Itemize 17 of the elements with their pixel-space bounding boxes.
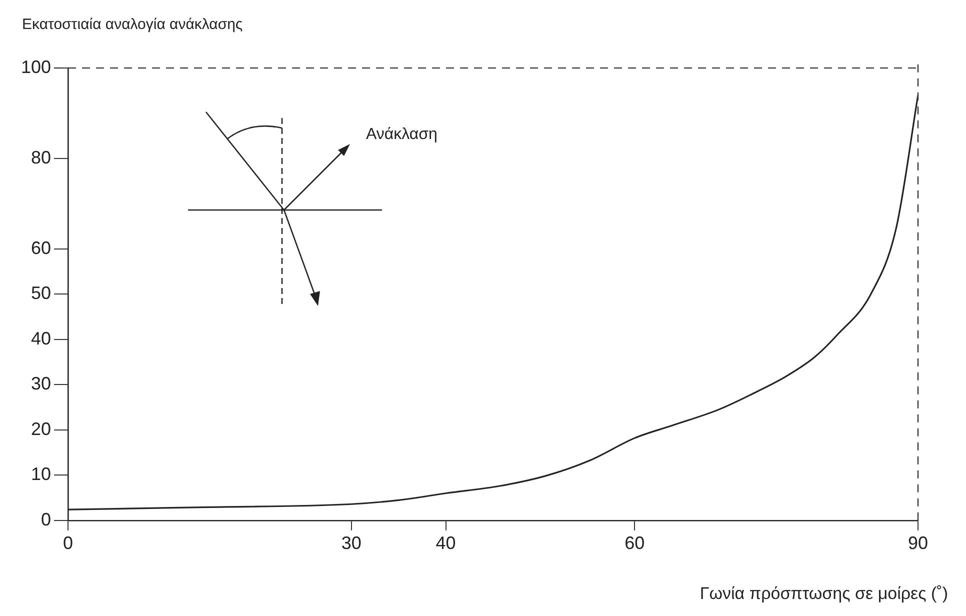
y-tick-label: 80 <box>31 147 52 168</box>
x-tick-label: 60 <box>624 533 645 554</box>
annotation: Ανάκλαση <box>366 126 438 144</box>
y-tick-label: 40 <box>31 328 52 348</box>
x-tick-label: 90 <box>908 533 928 554</box>
y-tick-label: 10 <box>31 464 52 484</box>
y-tick-label: 30 <box>31 374 52 394</box>
y-tick-label: 0 <box>41 509 52 530</box>
y-axis-title: Εκατοστιαία αναλογία ανάκλασης <box>22 16 243 33</box>
y-tick-label: 50 <box>31 283 52 304</box>
y-tick-label: 20 <box>31 418 52 439</box>
y-tick-label: 100 <box>20 56 52 77</box>
y-tick-label: 60 <box>31 238 52 258</box>
x-tick-label: 40 <box>436 533 456 554</box>
x-tick-label: 0 <box>63 533 74 554</box>
x-axis-title: Γωνία πρόσπτωσης σε μοίρες (˚) <box>700 584 948 604</box>
x-tick-label: 30 <box>341 533 362 554</box>
